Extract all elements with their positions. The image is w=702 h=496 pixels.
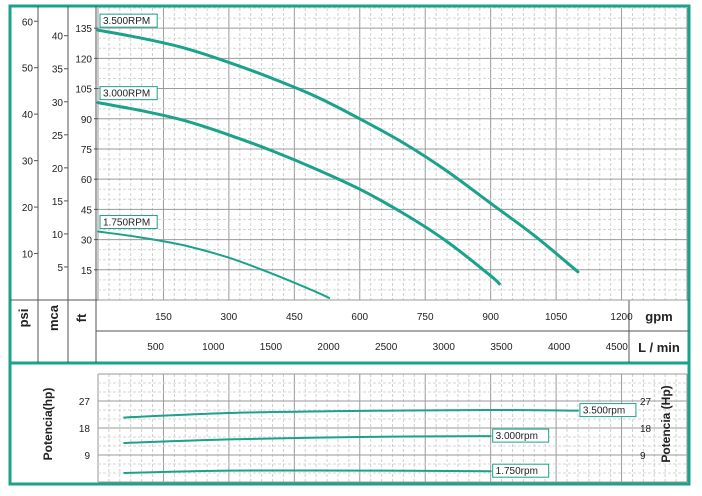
gpm-unit-label: gpm: [645, 309, 672, 324]
label-box: [99, 13, 158, 28]
gpm-tick-label: 150: [155, 312, 172, 323]
gpm-tick-label: 300: [221, 312, 238, 323]
head-curve-label: 3.000RPM: [99, 86, 158, 101]
lmin-tick-label: 2500: [375, 342, 398, 353]
series-label: 3.500rpm: [583, 406, 625, 417]
ft-tick-label: 75: [81, 145, 93, 156]
ft-tick-label: 60: [81, 175, 93, 186]
lmin-tick-label: 3000: [433, 342, 456, 353]
head-curve-label: 3.500RPM: [99, 13, 158, 28]
power-curve-label: 3.000rpm: [492, 428, 550, 443]
power-axis-label-right: Potencia (Hp): [659, 385, 673, 462]
power-tick-label-left: 18: [79, 424, 91, 435]
series-label: 3.000RPM: [103, 89, 150, 100]
power-curve-label: 1.750rpm: [492, 463, 550, 478]
power-tick-label-left: 27: [79, 397, 91, 408]
gpm-tick-label: 900: [482, 312, 499, 323]
psi-tick-label: 50: [22, 64, 34, 75]
ft-tick-label: 30: [81, 236, 93, 247]
ft-tick-label: 105: [75, 85, 92, 96]
upper-grid: [97, 7, 688, 301]
mca-tick-label: 25: [52, 131, 64, 142]
gpm-tick-label: 750: [417, 312, 434, 323]
ft-tick-label: 45: [81, 205, 93, 216]
tick-labels: 15 30 45 60 75 90 105 120 135 5 10 15 20 25 30 35 40 10 20…: [22, 17, 652, 462]
mca-tick-label: 10: [52, 230, 64, 241]
head-curve-label: 1.750RPM: [99, 215, 158, 230]
curves: 3.500RPM 3.000RPM 1.750RPM 3.500rpm 3.000rpm…: [96, 13, 637, 478]
power-tick-label-right: 27: [640, 397, 652, 408]
label-box: [99, 215, 158, 230]
series-label: 1.750rpm: [496, 466, 538, 477]
power-curve-label: 3.500rpm: [579, 403, 637, 418]
psi-tick-label: 10: [22, 250, 34, 261]
power-curve-1750rpm: [123, 469, 492, 474]
gpm-tick-label: 450: [286, 312, 303, 323]
lmin-tick-label: 2000: [317, 342, 340, 353]
lmin-unit-label: L / min: [638, 340, 680, 355]
lmin-tick-label: 4000: [548, 342, 571, 353]
label-box: [492, 428, 550, 443]
gpm-tick-label: 600: [351, 312, 368, 323]
gpm-tick-label: 1050: [545, 312, 568, 323]
power-curve-3500rpm: [123, 408, 579, 419]
series-label: 3.500RPM: [103, 16, 150, 27]
head-curve-3500rpm: [96, 28, 580, 274]
ft-axis-label: ft: [74, 313, 89, 322]
lmin-tick-label: 1500: [260, 342, 283, 353]
mca-axis-label: mca: [46, 304, 61, 331]
mca-tick-label: 20: [52, 164, 64, 175]
ft-tick-label: 135: [75, 24, 92, 35]
mca-tick-label: 5: [57, 263, 63, 274]
power-tick-label-right: 9: [640, 451, 646, 462]
power-axis-label-left: Potencia(hp): [41, 388, 55, 461]
lmin-tick-label: 500: [147, 342, 164, 353]
lmin-tick-label: 1000: [202, 342, 225, 353]
power-tick-label-left: 9: [84, 451, 90, 462]
psi-tick-label: 40: [22, 110, 34, 121]
ft-tick-label: 90: [81, 115, 93, 126]
mca-tick-label: 15: [52, 197, 64, 208]
power-tick-label-right: 18: [640, 424, 652, 435]
label-box: [99, 86, 158, 101]
psi-axis-label: psi: [16, 309, 31, 328]
series-label: 1.750RPM: [103, 218, 150, 229]
lmin-tick-label: 3500: [490, 342, 513, 353]
ft-tick-label: 120: [75, 54, 92, 65]
label-box: [579, 403, 637, 418]
mca-tick-label: 40: [52, 32, 64, 43]
psi-tick-label: 20: [22, 203, 34, 214]
psi-tick-label: 60: [22, 17, 34, 28]
psi-tick-label: 30: [22, 157, 34, 168]
head-curve-3000rpm: [96, 101, 501, 286]
power-curve-3000rpm: [123, 435, 492, 444]
label-box: [492, 463, 550, 478]
mca-tick-label: 35: [52, 65, 64, 76]
head-curve-1750rpm: [97, 230, 331, 299]
series-label: 3.000rpm: [496, 431, 538, 442]
mca-tick-label: 30: [52, 98, 64, 109]
chart-frame: [8, 4, 691, 486]
gpm-tick-label: 1200: [610, 312, 633, 323]
lmin-tick-label: 4500: [606, 342, 629, 353]
ft-tick-label: 15: [81, 266, 93, 277]
